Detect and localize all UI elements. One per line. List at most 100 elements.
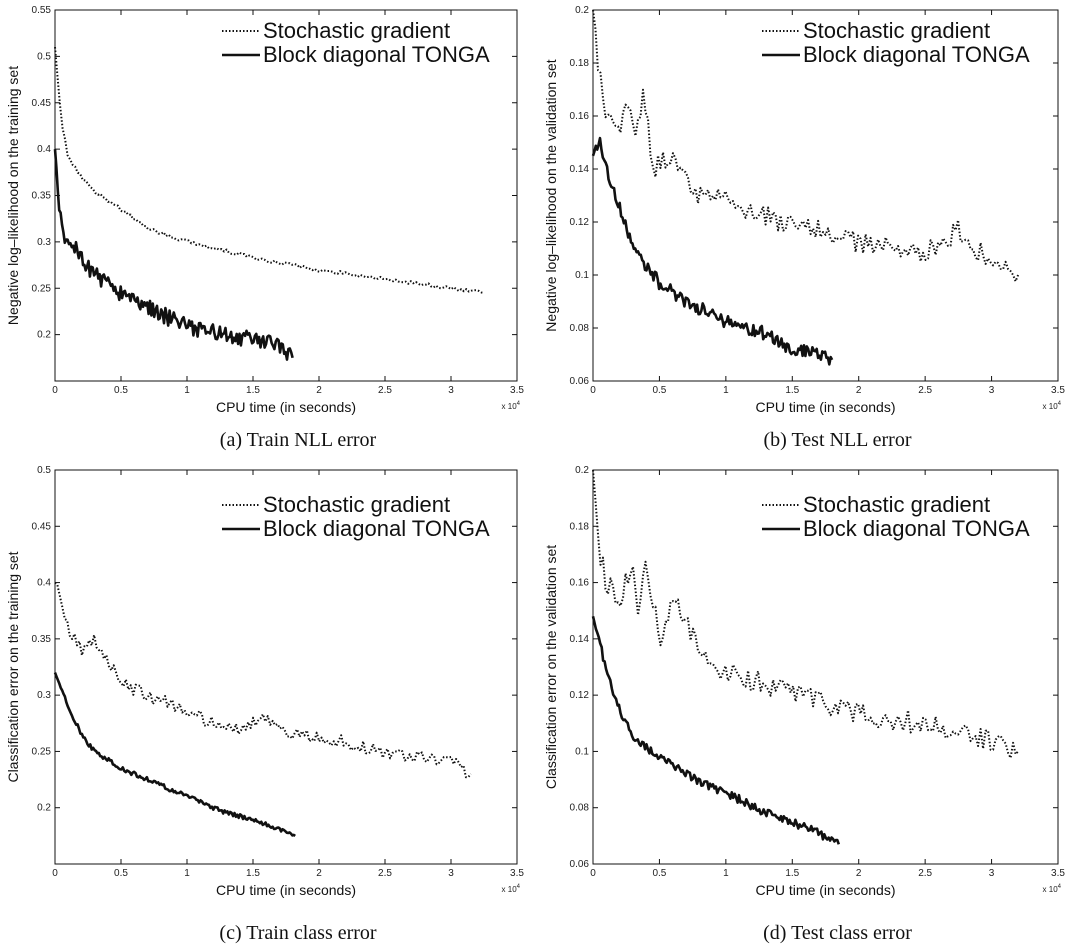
x-tick-label: 3 bbox=[989, 868, 995, 879]
y-tick-label: 0.14 bbox=[570, 164, 590, 175]
x-tick-label: 0 bbox=[590, 868, 596, 879]
x-axis-label: CPU time (in seconds) bbox=[216, 882, 356, 898]
y-tick-label: 0.08 bbox=[570, 803, 590, 814]
panel-caption: (b) Test NLL error bbox=[764, 429, 912, 451]
y-tick-label: 0.16 bbox=[570, 578, 590, 589]
plot-frame bbox=[592, 469, 1059, 865]
y-tick-label: 0.45 bbox=[32, 98, 52, 109]
y-tick-label: 0.18 bbox=[570, 58, 590, 69]
y-tick-label: 0.55 bbox=[32, 5, 52, 16]
y-tick-label: 0.08 bbox=[570, 323, 590, 334]
series-line-block-diagonal-tonga bbox=[591, 136, 834, 366]
x-tick-label: 0 bbox=[52, 868, 58, 879]
y-tick-label: 0.3 bbox=[37, 690, 51, 701]
legend-label: Block diagonal TONGA bbox=[263, 42, 490, 67]
x-tick-label: 0.5 bbox=[652, 868, 666, 879]
series-line-stochastic-gradient bbox=[54, 47, 485, 294]
x-tick-label: 0 bbox=[590, 385, 596, 396]
y-tick-label: 0.06 bbox=[570, 376, 590, 387]
y-tick-label: 0.3 bbox=[37, 237, 51, 248]
panel-d: 0 0.5 1 1.5 2 2.5 3 3.5 0.06 0.08 0.1 0.12 0.14 0.16 0… bbox=[543, 465, 1065, 944]
legend-label: Block diagonal TONGA bbox=[263, 516, 490, 541]
x-tick-label: 1.5 bbox=[785, 868, 799, 879]
x-tick-label: 2.5 bbox=[378, 385, 392, 396]
x-tick-label: 2 bbox=[316, 868, 322, 879]
x-tick-label: 3.5 bbox=[510, 868, 524, 879]
y-tick-label: 0.1 bbox=[575, 270, 589, 281]
plot-frame bbox=[54, 469, 518, 865]
x-tick-label: 1.5 bbox=[785, 385, 799, 396]
legend-label: Block diagonal TONGA bbox=[803, 42, 1030, 67]
panel-c: 0 0.5 1 1.5 2 2.5 3 3.5 0.2 0.25 0.3 0.35 0.4 0.45 0.5… bbox=[5, 465, 524, 944]
series-line-stochastic-gradient bbox=[592, 469, 1019, 759]
y-tick-label: 0.25 bbox=[32, 746, 52, 757]
legend-label: Stochastic gradient bbox=[263, 492, 450, 517]
x-tick-label: 3.5 bbox=[1051, 868, 1065, 879]
legend-label: Stochastic gradient bbox=[803, 18, 990, 43]
x-tick-label: 0.5 bbox=[114, 868, 128, 879]
x-multiplier-exp: 4 bbox=[517, 884, 521, 890]
series-line-block-diagonal-tonga bbox=[53, 672, 296, 837]
x-multiplier-base: x 10 bbox=[1043, 885, 1059, 894]
y-tick-label: 0.1 bbox=[575, 746, 589, 757]
x-tick-label: 2 bbox=[856, 868, 862, 879]
x-axis-label: CPU time (in seconds) bbox=[216, 399, 356, 415]
y-tick-label: 0.12 bbox=[570, 217, 590, 228]
y-tick-label: 0.2 bbox=[575, 5, 589, 16]
y-tick-label: 0.12 bbox=[570, 690, 590, 701]
series-line-stochastic-gradient bbox=[54, 581, 472, 779]
x-tick-label: 3 bbox=[989, 385, 995, 396]
x-multiplier: x 104 bbox=[1043, 884, 1062, 894]
x-tick-label: 2 bbox=[856, 385, 862, 396]
y-axis-label: Classification error on the training set bbox=[5, 551, 21, 782]
x-tick-label: 3.5 bbox=[510, 385, 524, 396]
panel-a: 0 0.5 1 1.5 2 2.5 3 3.5 0.2 0.25 0.3 0.35 0.4 0.45 0.5… bbox=[5, 5, 524, 451]
x-tick-label: 3 bbox=[448, 385, 454, 396]
x-multiplier-base: x 10 bbox=[502, 402, 518, 411]
y-tick-label: 0.35 bbox=[32, 191, 52, 202]
x-multiplier-exp: 4 bbox=[1058, 884, 1062, 890]
x-tick-label: 3.5 bbox=[1051, 385, 1065, 396]
y-tick-label: 0.4 bbox=[37, 578, 51, 589]
x-axis-label: CPU time (in seconds) bbox=[755, 882, 895, 898]
y-tick-label: 0.35 bbox=[32, 634, 52, 645]
x-multiplier-exp: 4 bbox=[517, 401, 521, 407]
x-tick-label: 2.5 bbox=[918, 385, 932, 396]
x-tick-label: 1.5 bbox=[246, 868, 260, 879]
y-tick-label: 0.2 bbox=[37, 803, 51, 814]
y-tick-label: 0.16 bbox=[570, 111, 590, 122]
series-line-stochastic-gradient bbox=[592, 9, 1020, 283]
panel-caption: (c) Train class error bbox=[219, 922, 377, 944]
y-tick-label: 0.25 bbox=[32, 283, 52, 294]
x-tick-label: 1 bbox=[184, 385, 190, 396]
y-tick-label: 0.18 bbox=[570, 521, 590, 532]
x-multiplier: x 104 bbox=[1043, 401, 1062, 411]
x-tick-label: 0 bbox=[52, 385, 58, 396]
x-tick-label: 2 bbox=[316, 385, 322, 396]
y-tick-label: 0.2 bbox=[575, 465, 589, 476]
legend-label: Block diagonal TONGA bbox=[803, 516, 1030, 541]
y-axis-label: Classification error on the validation s… bbox=[543, 545, 559, 789]
y-axis-label: Negative log–likelihood on the training … bbox=[5, 66, 21, 325]
x-tick-label: 3 bbox=[448, 868, 454, 879]
x-multiplier: x 104 bbox=[502, 401, 521, 411]
x-tick-label: 1.5 bbox=[246, 385, 260, 396]
series-line-block-diagonal-tonga bbox=[591, 616, 841, 845]
panel-caption: (d) Test class error bbox=[763, 922, 912, 944]
x-tick-label: 2.5 bbox=[378, 868, 392, 879]
panel-caption: (a) Train NLL error bbox=[220, 429, 377, 451]
legend-label: Stochastic gradient bbox=[263, 18, 450, 43]
x-multiplier-base: x 10 bbox=[502, 885, 518, 894]
x-tick-label: 0.5 bbox=[652, 385, 666, 396]
y-tick-label: 0.5 bbox=[37, 465, 51, 476]
x-tick-label: 1 bbox=[723, 868, 729, 879]
series-line-block-diagonal-tonga bbox=[53, 149, 294, 361]
x-tick-label: 1 bbox=[184, 868, 190, 879]
plot-frame bbox=[592, 9, 1059, 382]
y-tick-label: 0.4 bbox=[37, 144, 51, 155]
